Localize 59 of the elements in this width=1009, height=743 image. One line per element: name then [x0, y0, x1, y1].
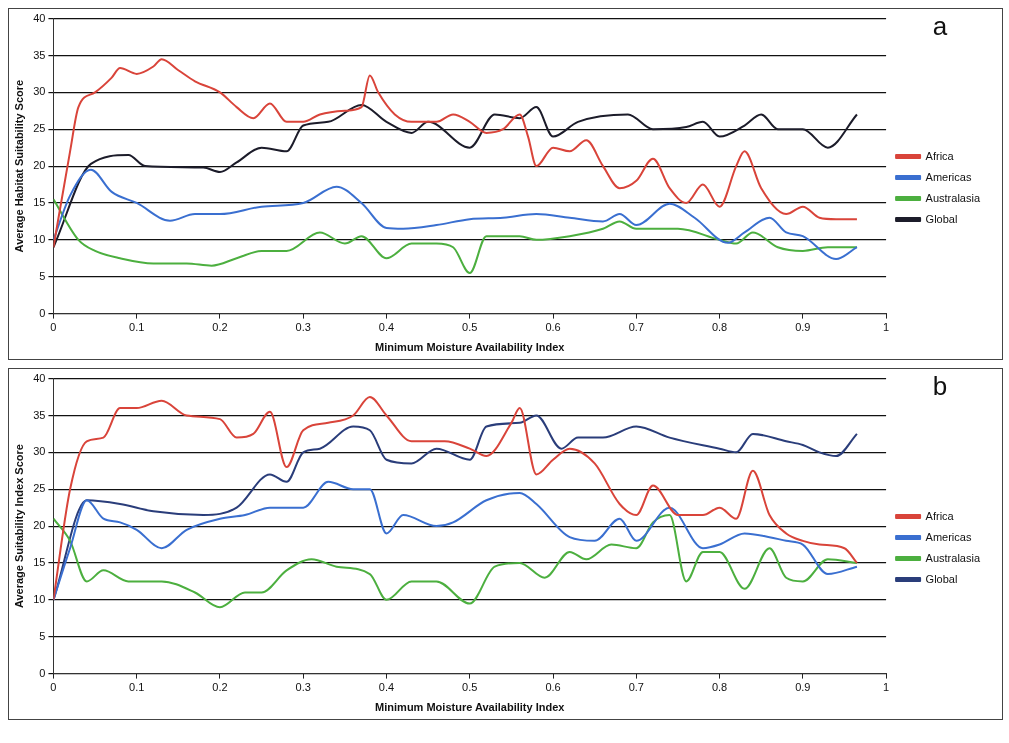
y-tick-label: 35: [33, 48, 46, 61]
y-axis-title: Average Habitat Suitability Score: [12, 79, 25, 253]
y-tick-label: 0: [39, 306, 46, 319]
x-axis-title: Minimum Moisture Availability Index: [375, 341, 566, 354]
line-series: [53, 480, 858, 601]
x-tick-label: 0.1: [129, 681, 145, 694]
y-tick-label: 0: [39, 666, 46, 679]
text: a: [932, 11, 948, 42]
x-tick-label: 1: [883, 681, 890, 694]
y-tick-label: 20: [33, 519, 46, 532]
y-tick-label: 5: [39, 269, 46, 282]
x-tick-label: 0.7: [628, 321, 644, 334]
y-tick-label: 35: [33, 408, 46, 421]
line-series: [53, 168, 858, 261]
y-tick-label: 10: [33, 592, 46, 605]
legend-label: Global: [925, 572, 958, 585]
line-series: [53, 514, 858, 609]
legend-label: Americas: [925, 170, 972, 183]
x-tick-label: 0: [50, 321, 57, 334]
x-tick-label: 0.5: [462, 321, 478, 334]
x-tick-label: 0.7: [628, 681, 644, 694]
x-tick-label: 0.1: [129, 321, 145, 334]
legend-label: Africa: [925, 509, 955, 522]
x-tick-label: 0.6: [545, 321, 561, 334]
x-tick-label: 0.2: [212, 681, 228, 694]
x-tick-label: 0.9: [795, 681, 811, 694]
x-axis-title: Minimum Moisture Availability Index: [375, 701, 566, 714]
x-tick-label: 0.4: [378, 681, 395, 694]
x-tick-label: 0.4: [378, 321, 395, 334]
x-tick-label: 0.3: [295, 321, 311, 334]
legend-label: Americas: [925, 530, 972, 543]
y-tick-label: 40: [33, 371, 46, 384]
y-tick-label: 15: [33, 556, 46, 569]
legend-label: Global: [925, 212, 958, 225]
legend-label: Australasia: [925, 191, 981, 204]
x-tick-label: 0.9: [795, 321, 811, 334]
y-tick-label: 30: [33, 445, 46, 458]
text: b: [932, 371, 948, 402]
x-tick-label: 0.2: [212, 321, 228, 334]
x-tick-label: 0.3: [295, 681, 311, 694]
x-tick-label: 0.6: [545, 681, 561, 694]
y-tick-label: 15: [33, 196, 46, 209]
y-axis-title: Average Suitability Index Score: [12, 444, 25, 609]
y-tick-label: 25: [33, 482, 46, 495]
y-tick-label: 30: [33, 85, 46, 98]
x-tick-label: 0.5: [462, 681, 478, 694]
y-tick-label: 5: [39, 629, 46, 642]
line-series: [53, 198, 858, 275]
line-series: [53, 58, 858, 249]
x-tick-label: 1: [883, 321, 890, 334]
y-tick-label: 10: [33, 232, 46, 245]
y-tick-label: 25: [33, 122, 46, 135]
legend-label: Africa: [925, 149, 955, 162]
y-tick-label: 20: [33, 159, 46, 172]
legend-label: Australasia: [925, 551, 981, 564]
x-tick-label: 0.8: [711, 321, 728, 334]
x-tick-label: 0.8: [711, 681, 728, 694]
y-tick-label: 40: [33, 11, 46, 24]
x-tick-label: 0: [50, 681, 57, 694]
